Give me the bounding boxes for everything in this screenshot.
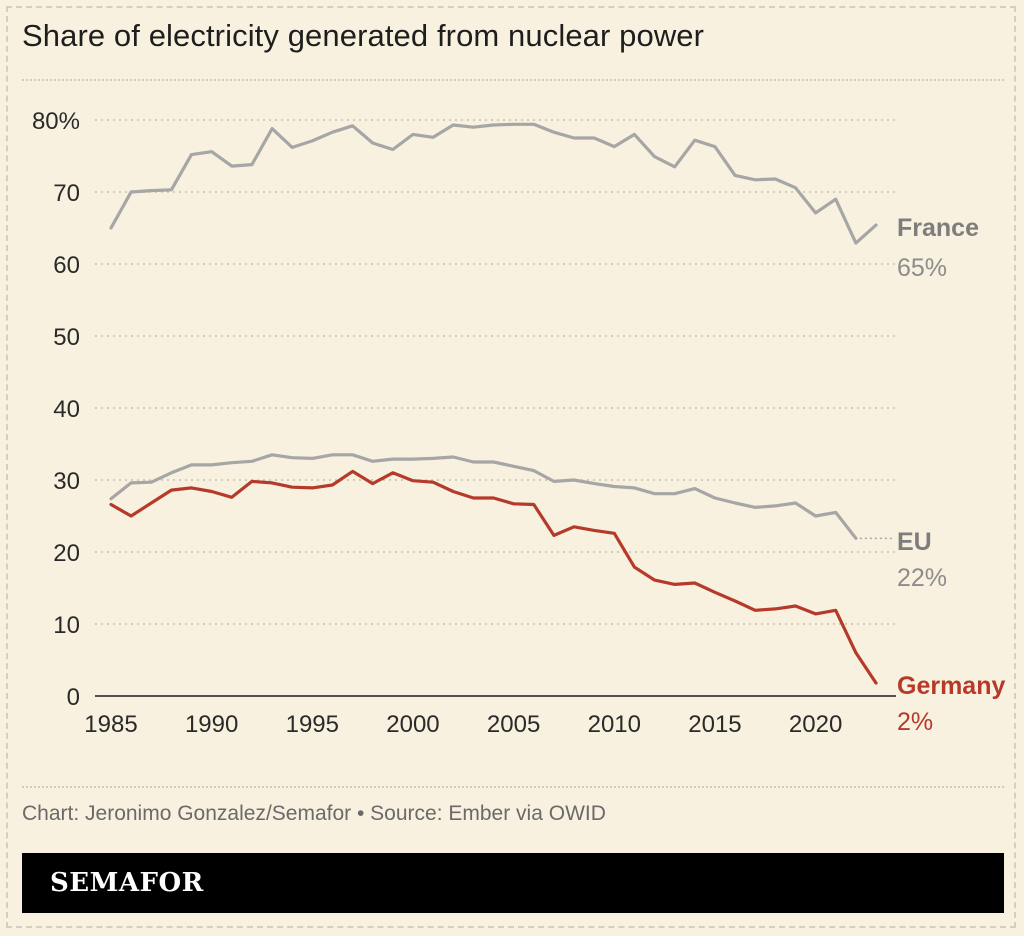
x-tick-label: 1985 <box>84 711 137 738</box>
series-value-germany: 2% <box>897 708 933 736</box>
series-lines <box>109 122 878 685</box>
y-tick-label: 10 <box>53 612 80 639</box>
y-tick-label: 30 <box>53 468 80 495</box>
series-labels: France 65% EU 22% Germany 2% <box>859 214 1005 736</box>
brand-footer: SEMAFOR <box>22 853 1004 913</box>
semafor-logo[interactable]: SEMAFOR <box>50 868 204 898</box>
x-tick-label: 1990 <box>185 711 238 738</box>
y-tick-labels: 0 10 20 30 40 50 60 70 80% <box>32 108 80 711</box>
y-tick-label: 70 <box>53 180 80 207</box>
chart-frame <box>6 6 1016 928</box>
line-chart: 0 10 20 30 40 50 60 70 80% 1985 1990 1995 2000 2005 2… <box>32 108 1006 738</box>
y-tick-label: 50 <box>53 324 80 351</box>
y-tick-label: 0 <box>67 684 80 711</box>
x-tick-label: 2005 <box>487 711 540 738</box>
y-tick-label: 80% <box>32 108 80 135</box>
x-tick-labels: 1985 1990 1995 2000 2005 2010 2015 2020 <box>84 711 842 738</box>
y-tick-label: 60 <box>53 252 80 279</box>
x-tick-label: 2015 <box>688 711 741 738</box>
x-tick-label: 1995 <box>286 711 339 738</box>
gridlines <box>95 119 896 697</box>
series-value-eu: 22% <box>897 564 947 592</box>
series-name-france: France <box>897 214 979 242</box>
series-line-france <box>109 122 878 245</box>
x-tick-label: 2000 <box>386 711 439 738</box>
series-value-france: 65% <box>897 254 947 282</box>
series-line-germany <box>109 469 878 685</box>
top-divider <box>22 79 1004 81</box>
y-tick-label: 20 <box>53 540 80 567</box>
y-tick-label: 40 <box>53 396 80 423</box>
source-credit: Chart: Jeronimo Gonzalez/Semafor • Sourc… <box>22 802 606 825</box>
bottom-divider <box>22 786 1004 788</box>
chart-title: Share of electricity generated from nucl… <box>22 18 705 53</box>
series-line-eu <box>109 453 858 540</box>
series-name-germany: Germany <box>897 672 1005 700</box>
x-tick-label: 2020 <box>789 711 842 738</box>
x-tick-label: 2010 <box>588 711 641 738</box>
series-name-eu: EU <box>897 528 932 556</box>
